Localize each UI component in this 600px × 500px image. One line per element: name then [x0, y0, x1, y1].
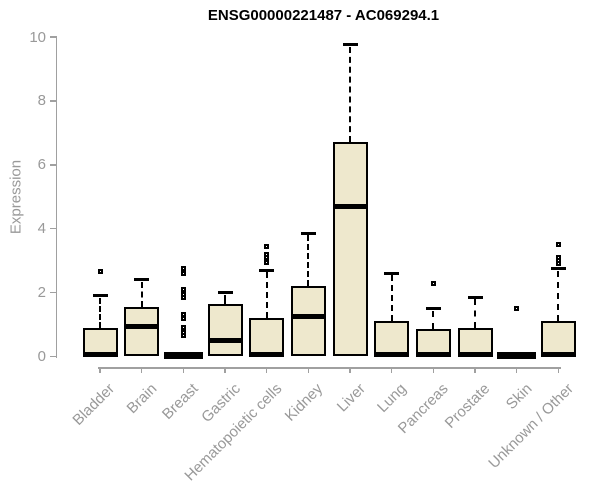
category-label: Liver: [333, 380, 369, 416]
y-tick: [50, 291, 57, 294]
median-line: [124, 323, 160, 329]
x-tick: [307, 367, 310, 373]
whisker-cap: [425, 307, 441, 311]
median-line: [332, 203, 368, 209]
category-label: Breast: [158, 380, 202, 423]
y-tick: [50, 100, 57, 102]
whisker-cap: [92, 294, 108, 298]
outlier-point: [180, 330, 186, 336]
x-tick: [182, 367, 185, 373]
outlier-point: [97, 269, 103, 275]
outlier-point: [180, 291, 186, 297]
whisker: [224, 294, 226, 304]
x-tick: [432, 367, 435, 373]
y-tick-label: 2: [37, 284, 46, 302]
median-line: [457, 352, 493, 358]
x-tick: [474, 367, 476, 373]
box: [290, 286, 326, 357]
box: [332, 142, 368, 357]
outlier-point: [555, 254, 561, 260]
whisker-cap: [467, 295, 483, 299]
median-line: [540, 352, 576, 358]
box: [540, 321, 576, 357]
whisker: [390, 275, 393, 322]
median-line: [415, 352, 451, 358]
x-tick: [140, 367, 143, 373]
y-tick-label: 8: [37, 92, 46, 110]
outlier-point: [264, 251, 270, 257]
outlier-point: [180, 266, 186, 272]
whisker: [349, 46, 352, 143]
outlier-point: [555, 242, 561, 248]
whisker: [557, 270, 560, 322]
median-line: [290, 314, 326, 320]
whisker: [474, 299, 477, 328]
outlier-point: [180, 270, 186, 276]
y-axis-line: [55, 37, 57, 358]
y-tick: [50, 164, 57, 166]
box: [374, 321, 410, 357]
median-line: [82, 352, 118, 358]
whisker: [307, 235, 310, 287]
outlier-point: [514, 306, 520, 312]
chart-title: ENSG00000221487 - AC069294.1: [207, 7, 440, 24]
y-tick: [50, 36, 57, 38]
box: [124, 306, 160, 357]
whisker: [432, 310, 435, 330]
box: [249, 318, 285, 357]
whisker-cap: [384, 271, 400, 275]
whisker: [265, 272, 268, 319]
category-label: Bladder: [69, 380, 119, 429]
whisker-cap: [217, 291, 233, 295]
y-tick: [50, 355, 57, 358]
median-line: [207, 338, 243, 344]
whisker-cap: [259, 268, 275, 272]
outlier-point: [180, 312, 186, 318]
outlier-point: [264, 243, 270, 249]
x-tick: [265, 367, 268, 373]
whisker: [99, 297, 101, 328]
y-tick: [50, 227, 57, 230]
whisker-cap: [300, 231, 316, 235]
x-tick: [224, 367, 226, 373]
box: [457, 327, 493, 357]
x-tick: [390, 367, 393, 373]
outlier-point: [180, 286, 186, 292]
y-tick-label: 4: [37, 220, 46, 238]
box: [207, 303, 243, 357]
whisker-cap: [550, 267, 566, 271]
whisker: [140, 281, 143, 307]
x-tick: [99, 367, 101, 373]
outlier-point: [430, 280, 436, 286]
category-label: Skin: [502, 380, 536, 413]
outlier-point: [264, 259, 270, 265]
x-tick: [557, 367, 560, 373]
category-label: Brain: [123, 380, 160, 418]
y-tick-label: 0: [37, 348, 46, 365]
median-line: [249, 352, 285, 358]
y-tick-label: 10: [29, 28, 46, 46]
x-tick: [515, 367, 518, 373]
whisker-cap: [342, 43, 358, 47]
outlier-point: [180, 325, 186, 331]
category-label: Lung: [374, 380, 411, 416]
x-tick: [349, 367, 351, 373]
median-line: [374, 352, 410, 358]
x-axis-line: [97, 367, 561, 369]
category-label: Kidney: [282, 380, 327, 425]
y-tick-label: 6: [37, 156, 46, 174]
whisker-cap: [134, 278, 150, 282]
median-line: [163, 352, 203, 360]
category-label: Prostate: [441, 380, 494, 432]
median-line: [497, 352, 537, 360]
